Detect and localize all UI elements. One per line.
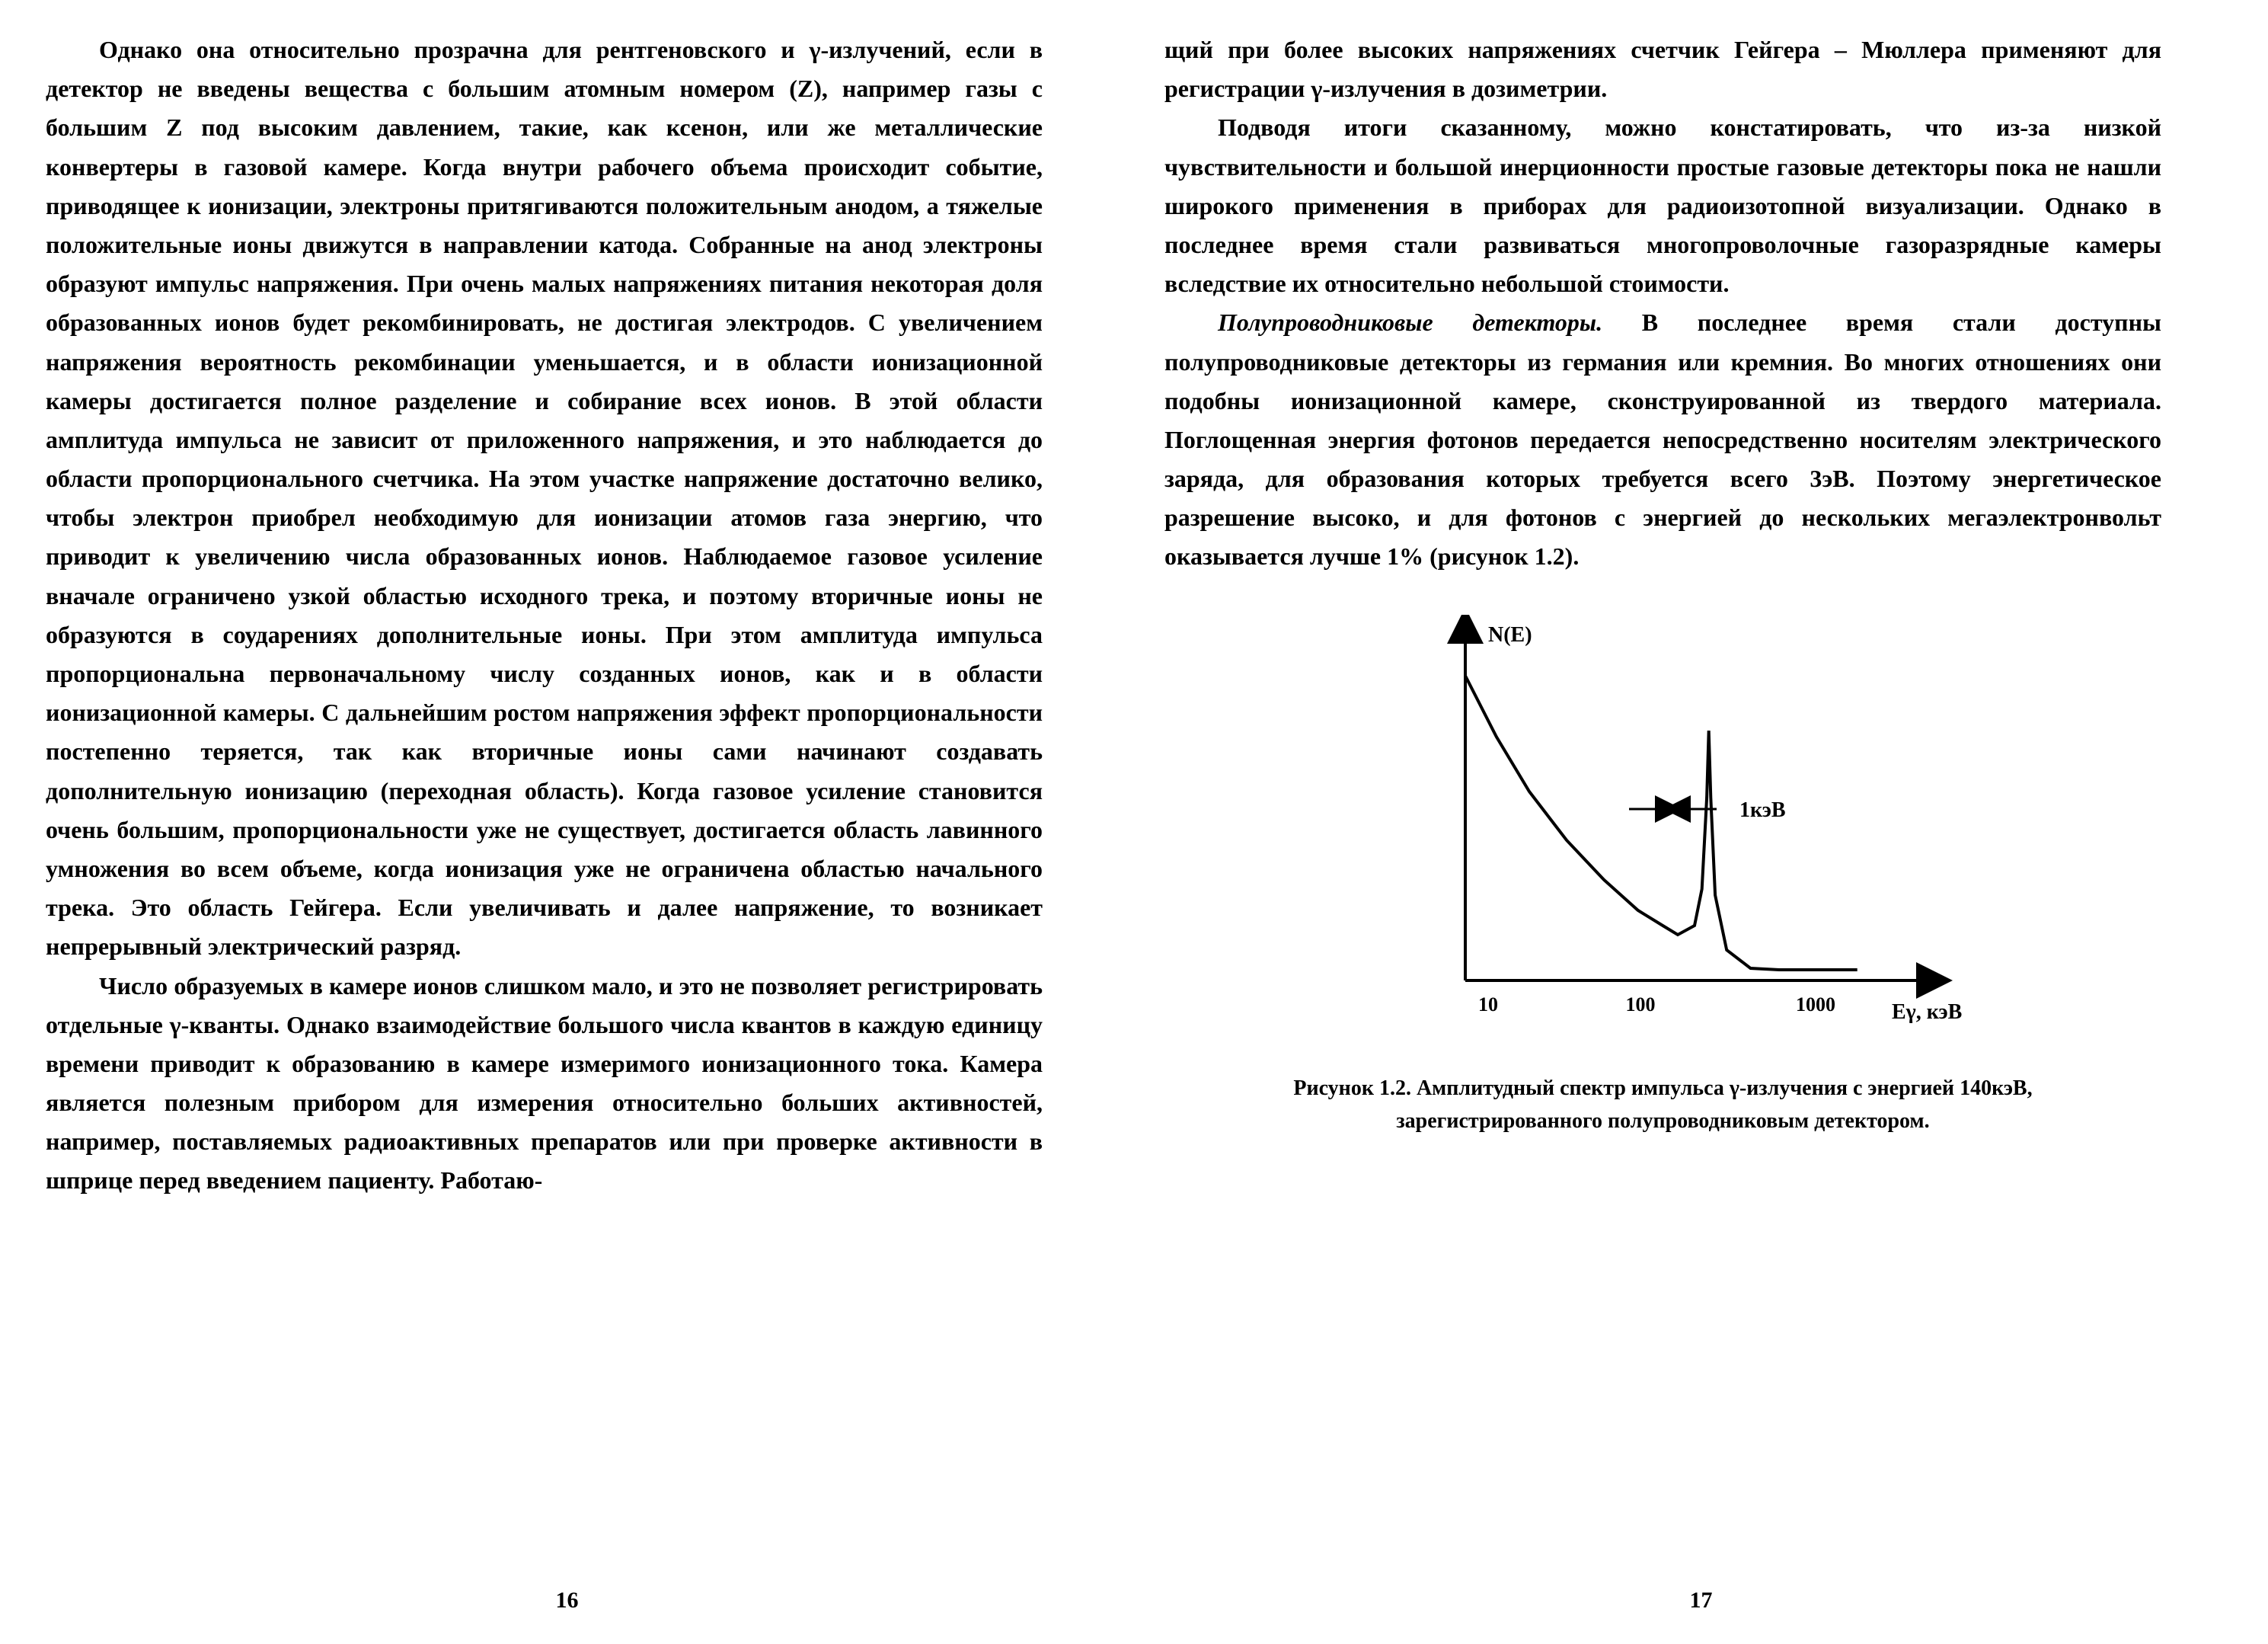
peak-annotation: 1кэВ <box>1739 798 1786 822</box>
page-right: щий при более высоких напряжениях счетчи… <box>1134 0 2268 1644</box>
figure-caption-rest: 1.2. Амплитудный спектр импульса γ-излуч… <box>1379 1076 2033 1133</box>
semiconductor-heading: Полупроводниковые детекторы. <box>1218 309 1602 336</box>
x-tick-10: 10 <box>1478 993 1498 1016</box>
figure-caption-prefix: Рисунок <box>1293 1076 1379 1100</box>
left-paragraph-1: Однако она относительно прозрачна для ре… <box>46 30 1043 967</box>
x-tick-100: 100 <box>1625 993 1655 1016</box>
figure-1-2: N(E) Eγ, кэВ 10 100 1000 1кэВ Рисунок 1.… <box>1164 615 2161 1138</box>
x-tick-1000: 1000 <box>1796 993 1835 1016</box>
page-spread: Однако она относительно прозрачна для ре… <box>0 0 2268 1644</box>
right-paragraph-3: Полупроводниковые детекторы. В последнее… <box>1164 303 2161 576</box>
figure-1-2-svg: N(E) Eγ, кэВ 10 100 1000 1кэВ <box>1359 615 1968 1041</box>
x-axis-label: Eγ, кэВ <box>1892 1000 1962 1024</box>
page-left: Однако она относительно прозрачна для ре… <box>0 0 1134 1644</box>
spectrum-curve <box>1465 676 1858 970</box>
left-paragraph-2: Число образуемых в камере ионов слишком … <box>46 967 1043 1201</box>
right-paragraph-3-rest: В последнее время стали доступны полупро… <box>1164 309 2161 570</box>
y-axis-label: N(E) <box>1488 623 1532 647</box>
page-number-left: 16 <box>545 1588 590 1614</box>
right-paragraph-2: Подводя итоги сказанному, можно констати… <box>1164 108 2161 303</box>
right-paragraph-1: щий при более высоких напряжениях счетчи… <box>1164 30 2161 108</box>
page-number-right: 17 <box>1679 1588 1724 1614</box>
figure-1-2-caption: Рисунок 1.2. Амплитудный спектр импульса… <box>1263 1072 2063 1138</box>
